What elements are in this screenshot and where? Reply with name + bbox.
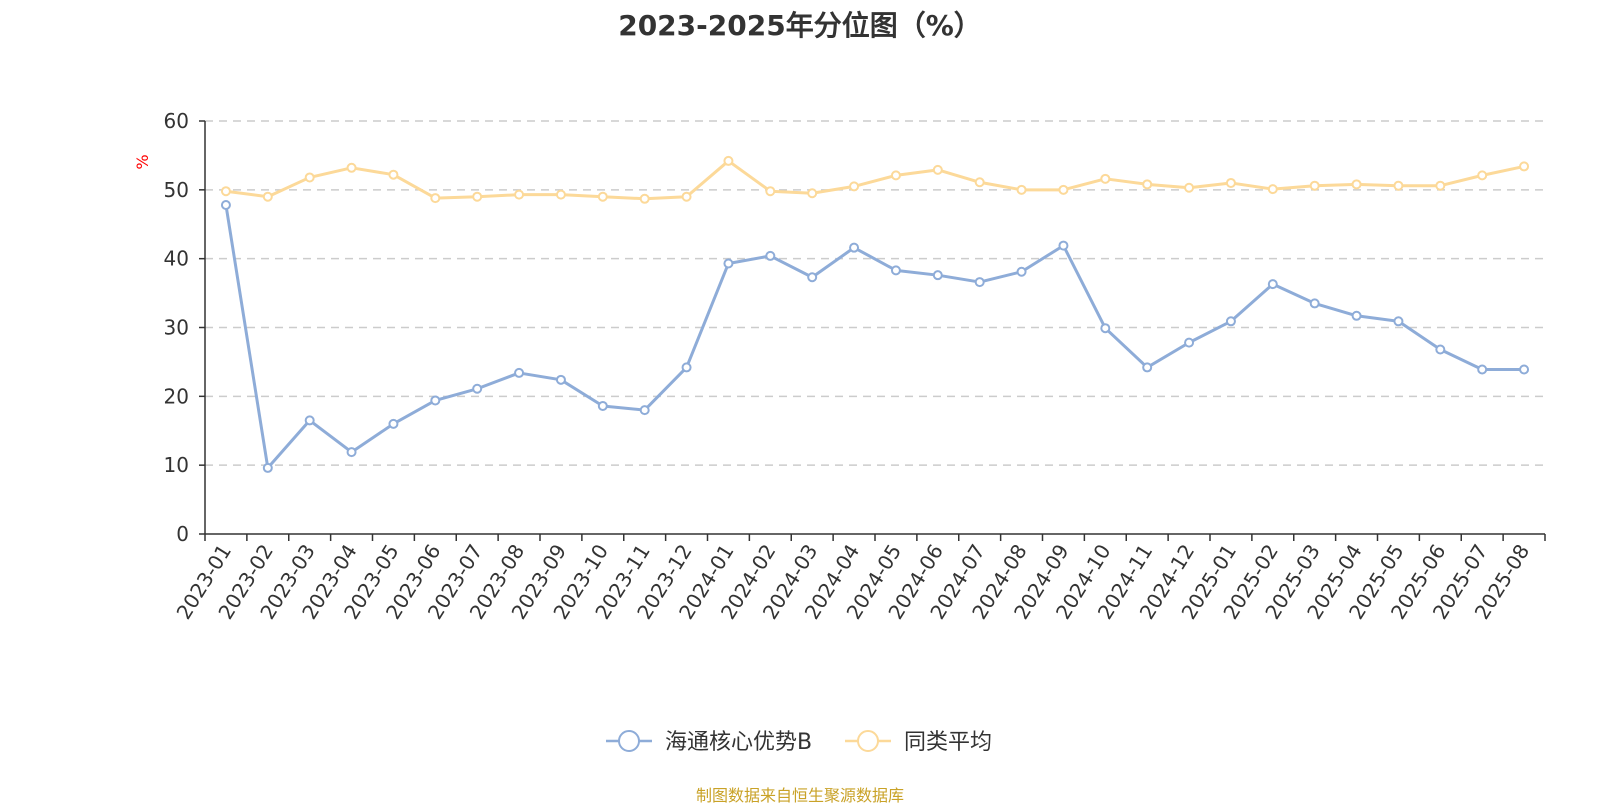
data-point <box>430 193 441 204</box>
data-point <box>639 405 650 416</box>
data-point <box>1267 184 1278 195</box>
y-tick-label: 50 <box>164 178 189 202</box>
data-point <box>1142 179 1153 190</box>
data-point <box>597 191 608 202</box>
data-point <box>1351 179 1362 190</box>
source-note: 制图数据来自恒生聚源数据库 <box>695 786 904 805</box>
data-point <box>890 170 901 181</box>
y-tick-label: 10 <box>164 453 189 477</box>
data-point <box>346 447 357 458</box>
data-point <box>1142 362 1153 373</box>
chart-title: 2023-2025年分位图（%） <box>618 9 982 42</box>
data-point <box>974 177 985 188</box>
data-point <box>1309 180 1320 191</box>
y-tick-label: 20 <box>164 384 189 408</box>
data-point <box>1519 161 1530 172</box>
data-point <box>807 188 818 199</box>
data-point <box>932 270 943 281</box>
data-point <box>304 415 315 426</box>
data-point <box>765 250 776 261</box>
data-point <box>1477 364 1488 375</box>
data-point <box>304 172 315 183</box>
data-point <box>346 162 357 173</box>
data-point <box>1058 240 1069 251</box>
y-tick-label: 0 <box>176 522 189 546</box>
series-line-1 <box>225 159 1525 201</box>
data-point <box>1393 316 1404 327</box>
data-point <box>639 193 650 204</box>
data-point <box>1184 182 1195 193</box>
data-point <box>1351 310 1362 321</box>
data-point <box>849 181 860 192</box>
data-point <box>681 362 692 373</box>
data-point <box>1100 173 1111 184</box>
data-point <box>472 383 483 394</box>
grid-lines <box>205 120 1545 466</box>
data-point <box>430 395 441 406</box>
legend-label: 同类平均 <box>904 730 992 755</box>
data-point <box>220 186 231 197</box>
data-point <box>849 242 860 253</box>
data-point <box>555 374 566 385</box>
data-point <box>1393 180 1404 191</box>
data-point <box>1225 316 1236 327</box>
data-point <box>555 189 566 200</box>
data-point <box>220 199 231 210</box>
data-point <box>1309 298 1320 309</box>
data-point <box>1477 170 1488 181</box>
data-point <box>723 155 734 166</box>
data-point <box>262 191 273 202</box>
data-point <box>1519 364 1530 375</box>
data-point <box>388 169 399 180</box>
data-point <box>807 272 818 283</box>
data-point <box>514 189 525 200</box>
data-point <box>723 258 734 269</box>
y-tick-label: 40 <box>164 247 189 271</box>
data-point <box>1184 337 1195 348</box>
legend-marker-icon <box>857 730 879 752</box>
series-lines <box>220 155 1530 473</box>
data-point <box>1435 344 1446 355</box>
y-axis-unit-label: % <box>133 154 152 169</box>
data-point <box>388 418 399 429</box>
data-point <box>1267 279 1278 290</box>
y-tick-label: 60 <box>164 109 189 133</box>
data-point <box>514 367 525 378</box>
data-point <box>932 164 943 175</box>
y-tick-label: 30 <box>164 316 189 340</box>
legend-label: 海通核心优势B <box>665 730 812 755</box>
data-point <box>262 462 273 473</box>
data-point <box>890 265 901 276</box>
legend: 海通核心优势B 同类平均 <box>606 730 992 755</box>
data-point <box>974 277 985 288</box>
data-point <box>1100 323 1111 334</box>
data-point <box>597 400 608 411</box>
legend-marker-icon <box>618 730 640 752</box>
data-point <box>472 191 483 202</box>
data-point <box>1225 177 1236 188</box>
data-point <box>681 191 692 202</box>
data-point <box>1016 266 1027 277</box>
data-point <box>765 186 776 197</box>
data-point <box>1435 180 1446 191</box>
data-point <box>1058 184 1069 195</box>
series-line-0 <box>224 204 1525 470</box>
data-point <box>1016 184 1027 195</box>
